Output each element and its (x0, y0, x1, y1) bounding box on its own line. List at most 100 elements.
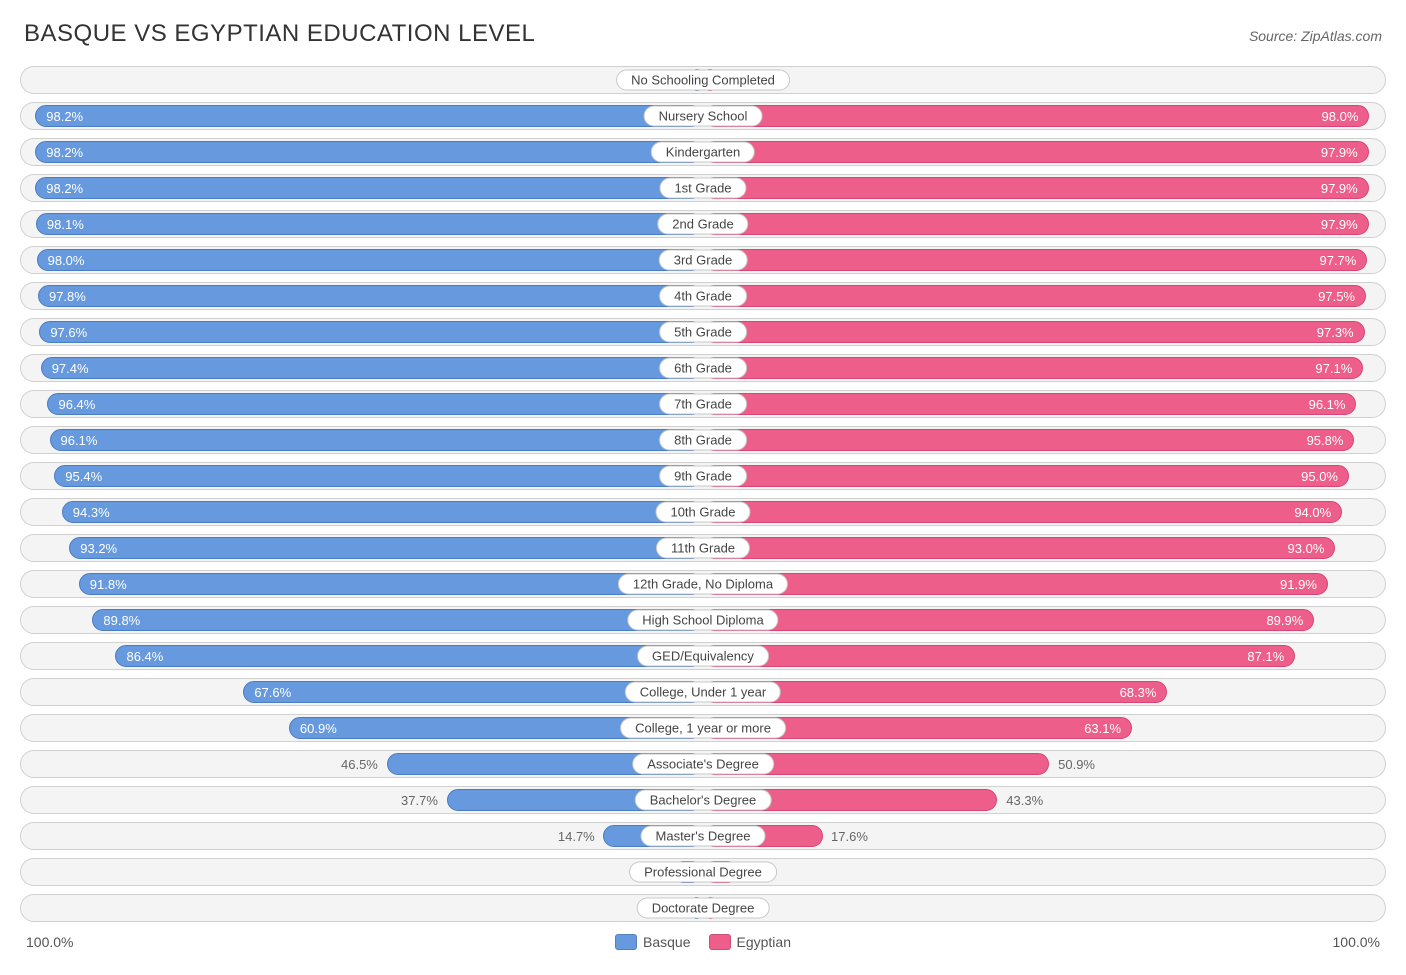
bar-basque: 97.4% (41, 357, 703, 379)
chart-footer: 100.0% Basque Egyptian 100.0% (20, 934, 1386, 950)
chart-row: 91.8%91.9%12th Grade, No Diploma (20, 570, 1386, 598)
value-egyptian: 97.9% (1321, 217, 1358, 232)
value-egyptian: 43.3% (1006, 787, 1043, 813)
bar-basque: 98.2% (35, 105, 703, 127)
source-attribution: Source: ZipAtlas.com (1249, 28, 1382, 44)
source-label: Source: (1249, 28, 1297, 44)
bar-egyptian: 94.0% (703, 501, 1342, 523)
value-basque: 46.5% (341, 751, 378, 777)
value-egyptian: 95.8% (1307, 433, 1344, 448)
category-label: Nursery School (644, 106, 763, 127)
bar-basque: 96.4% (47, 393, 703, 415)
chart-row: 86.4% 87.1% GED/Equivalency (20, 642, 1386, 670)
value-basque: 98.2% (46, 109, 83, 124)
bar-egyptian: 97.9% (703, 141, 1369, 163)
category-label: Professional Degree (629, 862, 777, 883)
legend-item-egyptian: Egyptian (709, 934, 791, 950)
chart-row: 96.1% 95.8% 8th Grade (20, 426, 1386, 454)
swatch-egyptian (709, 934, 731, 950)
value-egyptian: 87.1% (1247, 649, 1284, 664)
category-label: Doctorate Degree (637, 898, 770, 919)
value-basque: 95.4% (65, 469, 102, 484)
value-egyptian: 89.9% (1266, 613, 1303, 628)
category-label: 3rd Grade (659, 250, 748, 271)
category-label: 7th Grade (659, 394, 747, 415)
chart-row: 89.8% 89.9% High School Diploma (20, 606, 1386, 634)
chart-row: 98.0% 97.7% 3rd Grade (20, 246, 1386, 274)
category-label: 8th Grade (659, 430, 747, 451)
value-basque: 91.8% (90, 577, 127, 592)
category-label: 1st Grade (659, 178, 746, 199)
bar-basque: 96.1% (50, 429, 703, 451)
bar-egyptian: 97.9% (703, 213, 1369, 235)
bar-basque: 97.8% (38, 285, 703, 307)
value-basque: 97.6% (50, 325, 87, 340)
legend-label-egyptian: Egyptian (737, 934, 791, 950)
bar-basque: 94.3% (62, 501, 703, 523)
bar-egyptian: 91.9% (703, 573, 1328, 595)
bar-egyptian: 95.0% (703, 465, 1349, 487)
source-name: ZipAtlas.com (1301, 28, 1382, 44)
category-label: 5th Grade (659, 322, 747, 343)
category-label: High School Diploma (627, 610, 778, 631)
category-label: College, Under 1 year (625, 682, 781, 703)
bar-basque: 98.2% (35, 177, 703, 199)
value-basque: 97.4% (52, 361, 89, 376)
category-label: Master's Degree (641, 826, 766, 847)
bar-basque: 98.0% (37, 249, 703, 271)
chart-row: 94.3% 94.0%10th Grade (20, 498, 1386, 526)
value-basque: 98.0% (48, 253, 85, 268)
chart-row: 60.9%63.1%College, 1 year or more (20, 714, 1386, 742)
category-label: GED/Equivalency (637, 646, 769, 667)
value-egyptian: 97.9% (1321, 145, 1358, 160)
chart-row: 1.8%2.1%No Schooling Completed (20, 66, 1386, 94)
bar-egyptian: 98.0% (703, 105, 1369, 127)
chart-row: 96.4%96.1%7th Grade (20, 390, 1386, 418)
value-basque: 37.7% (401, 787, 438, 813)
bar-egyptian: 97.1% (703, 357, 1363, 379)
chart-row: 37.7%43.3%Bachelor's Degree (20, 786, 1386, 814)
chart-row: 1.9%2.2%Doctorate Degree (20, 894, 1386, 922)
value-basque: 93.2% (80, 541, 117, 556)
value-egyptian: 93.0% (1288, 541, 1325, 556)
chart-row: 4.6%5.3%Professional Degree (20, 858, 1386, 886)
bar-basque: 91.8% (79, 573, 703, 595)
value-basque: 96.1% (61, 433, 98, 448)
bar-basque: 93.2% (69, 537, 703, 559)
chart-row: 46.5% 50.9% Associate's Degree (20, 750, 1386, 778)
category-label: 11th Grade (656, 538, 750, 559)
value-egyptian: 63.1% (1084, 721, 1121, 736)
bar-egyptian: 97.3% (703, 321, 1365, 343)
bar-basque: 89.8% (92, 609, 703, 631)
value-basque: 97.8% (49, 289, 86, 304)
chart-row: 97.8% 97.5% 4th Grade (20, 282, 1386, 310)
chart-row: 97.6% 97.3%5th Grade (20, 318, 1386, 346)
bar-basque: 95.4% (54, 465, 703, 487)
category-label: College, 1 year or more (620, 718, 786, 739)
category-label: 10th Grade (655, 502, 750, 523)
category-label: Associate's Degree (632, 754, 774, 775)
chart-row: 14.7%17.6%Master's Degree (20, 822, 1386, 850)
category-label: 4th Grade (659, 286, 747, 307)
bar-egyptian: 87.1% (703, 645, 1295, 667)
value-egyptian: 97.7% (1319, 253, 1356, 268)
bar-basque: 98.1% (36, 213, 703, 235)
value-egyptian: 98.0% (1322, 109, 1359, 124)
bar-egyptian: 95.8% (703, 429, 1354, 451)
bar-egyptian: 89.9% (703, 609, 1314, 631)
category-label: 6th Grade (659, 358, 747, 379)
category-label: Kindergarten (651, 142, 755, 163)
chart-row: 93.2% 93.0% 11th Grade (20, 534, 1386, 562)
bar-basque: 86.4% (115, 645, 703, 667)
bar-egyptian: 96.1% (703, 393, 1356, 415)
value-egyptian: 50.9% (1058, 751, 1095, 777)
bar-egyptian: 97.5% (703, 285, 1366, 307)
chart-row: 95.4%95.0%9th Grade (20, 462, 1386, 490)
chart-row: 98.2%97.9%1st Grade (20, 174, 1386, 202)
value-basque: 94.3% (73, 505, 110, 520)
value-egyptian: 97.1% (1315, 361, 1352, 376)
bar-basque: 97.6% (39, 321, 703, 343)
legend-label-basque: Basque (643, 934, 690, 950)
value-egyptian: 97.5% (1318, 289, 1355, 304)
value-basque: 89.8% (103, 613, 140, 628)
